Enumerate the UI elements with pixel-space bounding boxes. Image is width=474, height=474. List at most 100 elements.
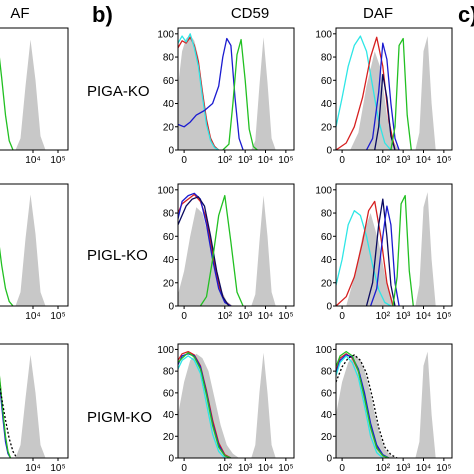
x-tick-label: 10³ xyxy=(238,463,253,474)
x-tick-label: 10⁵ xyxy=(436,463,451,474)
histogram-line-navy xyxy=(178,196,230,306)
panel-label-c: c) xyxy=(458,2,474,27)
y-tick-label: 100 xyxy=(315,29,332,40)
x-tick-label: 10⁴ xyxy=(416,155,431,166)
y-tick-label: 60 xyxy=(163,388,175,399)
histogram-line-blue xyxy=(0,382,12,458)
histogram-fill-gray xyxy=(15,194,46,306)
y-tick-label: 80 xyxy=(163,53,175,64)
y-tick-label: 20 xyxy=(163,432,175,443)
x-tick-label: 10⁵ xyxy=(50,311,65,322)
histogram-fill-gray xyxy=(251,37,276,150)
histogram-line-green xyxy=(199,194,244,306)
x-tick-label: 0 xyxy=(181,155,187,166)
y-tick-label: 0 xyxy=(326,454,332,465)
y-tick-label: 20 xyxy=(321,278,333,289)
x-tick-label: 10⁵ xyxy=(278,311,293,322)
y-tick-label: 100 xyxy=(157,185,174,196)
column-header-cd59: CD59 xyxy=(231,5,269,22)
x-tick-label: 10⁵ xyxy=(278,463,293,474)
plot-area xyxy=(178,33,276,150)
histogram-fill-gray xyxy=(415,351,436,458)
x-tick-label: 10⁴ xyxy=(25,155,40,166)
plot-area xyxy=(178,350,276,458)
histogram-fill-gray xyxy=(178,35,219,150)
panel-b-pigl-ko-daf: 0 20 40 60 80 100 0 10² 10³ 10⁴ 10⁵ xyxy=(315,183,453,322)
y-tick-label: 60 xyxy=(163,76,175,87)
plot-area xyxy=(0,354,46,458)
histogram-fill-gray xyxy=(15,39,46,150)
x-tick-label: 10² xyxy=(376,311,391,322)
y-tick-label: 20 xyxy=(163,122,175,133)
histogram-line-green xyxy=(0,375,12,458)
histogram-fill-gray xyxy=(178,207,233,306)
histogram-line-cyan xyxy=(336,210,392,306)
x-tick-label: 10² xyxy=(218,155,233,166)
y-tick-label: 0 xyxy=(326,302,332,313)
plot-area xyxy=(178,192,276,306)
plot-frame xyxy=(335,183,453,307)
x-tick-label: 10³ xyxy=(238,311,253,322)
x-tick-label: 0 xyxy=(339,155,345,166)
histogram-line-navy xyxy=(374,73,396,150)
row-label-pigm-ko: PIGM-KO xyxy=(87,409,152,426)
y-tick-label: 100 xyxy=(157,345,174,356)
histogram-panels: 0 20 40 60 80 100 0 10² 10³ 10⁴ 10⁵ 0 20 40 60 80 100 0 10… xyxy=(0,27,453,474)
x-tick-label: 10⁵ xyxy=(436,311,451,322)
y-tick-label: 0 xyxy=(168,302,174,313)
x-tick-label: 10⁴ xyxy=(25,463,40,474)
y-tick-label: 20 xyxy=(163,278,175,289)
panel-b-piga-ko-cd59: 0 20 40 60 80 100 0 10² 10³ 10⁴ 10⁵ xyxy=(157,27,295,166)
x-tick-label: 0 xyxy=(339,463,345,474)
y-tick-label: 40 xyxy=(163,255,175,266)
histogram-fill-gray xyxy=(15,354,46,458)
plot-frame xyxy=(177,27,295,151)
y-tick-label: 80 xyxy=(321,367,333,378)
histogram-line-green xyxy=(392,194,414,306)
y-tick-label: 40 xyxy=(321,255,333,266)
histogram-line-cyan xyxy=(336,355,384,458)
y-tick-label: 40 xyxy=(321,99,333,110)
x-tick-label: 10³ xyxy=(396,155,411,166)
y-tick-label: 100 xyxy=(315,185,332,196)
x-tick-label: 10³ xyxy=(396,463,411,474)
panel-label-b: b) xyxy=(92,2,113,27)
x-tick-label: 0 xyxy=(181,311,187,322)
panel-a-pigl-ko-daf: 10⁴ 10⁵ xyxy=(0,183,69,322)
panel-b-piga-ko-daf: 0 20 40 60 80 100 0 10² 10³ 10⁴ 10⁵ xyxy=(315,27,453,166)
histogram-line-blue xyxy=(336,354,390,458)
histogram-line-red xyxy=(178,36,220,150)
plot-frame xyxy=(177,183,295,307)
x-tick-label: 10⁵ xyxy=(50,463,65,474)
y-tick-label: 60 xyxy=(321,76,333,87)
plot-frame xyxy=(335,343,453,459)
x-tick-label: 0 xyxy=(339,311,345,322)
x-tick-label: 10² xyxy=(376,463,391,474)
row-label-pigl-ko: PIGL-KO xyxy=(87,247,148,264)
plot-area xyxy=(336,350,436,458)
y-tick-label: 60 xyxy=(163,232,175,243)
x-tick-label: 10⁴ xyxy=(416,311,431,322)
x-tick-label: 10⁴ xyxy=(25,311,40,322)
histogram-line-red xyxy=(336,200,394,306)
histogram-line-navy xyxy=(365,198,396,306)
histogram-line-green xyxy=(0,246,14,306)
x-tick-label: 10⁴ xyxy=(258,155,273,166)
plot-area xyxy=(336,192,436,306)
plot-frame xyxy=(177,343,295,459)
plot-area xyxy=(0,194,46,306)
plot-area xyxy=(0,39,46,150)
histogram-line-green xyxy=(178,352,232,458)
histogram-line-red xyxy=(0,377,12,458)
panel-a-piga-ko-daf: 10⁴ 10⁵ xyxy=(0,27,69,166)
y-tick-label: 80 xyxy=(163,367,175,378)
y-tick-label: 40 xyxy=(321,410,333,421)
histogram-line-blue xyxy=(369,205,400,306)
histogram-line-green xyxy=(222,38,258,150)
y-tick-label: 60 xyxy=(321,388,333,399)
panel-b-pigm-ko-daf: 0 20 40 60 80 100 0 10² 10³ 10⁴ 10⁵ xyxy=(315,343,453,474)
histogram-line-blue xyxy=(178,37,244,150)
histogram-fill-gray xyxy=(251,195,276,306)
column-header-left-partial: AF xyxy=(10,5,29,22)
